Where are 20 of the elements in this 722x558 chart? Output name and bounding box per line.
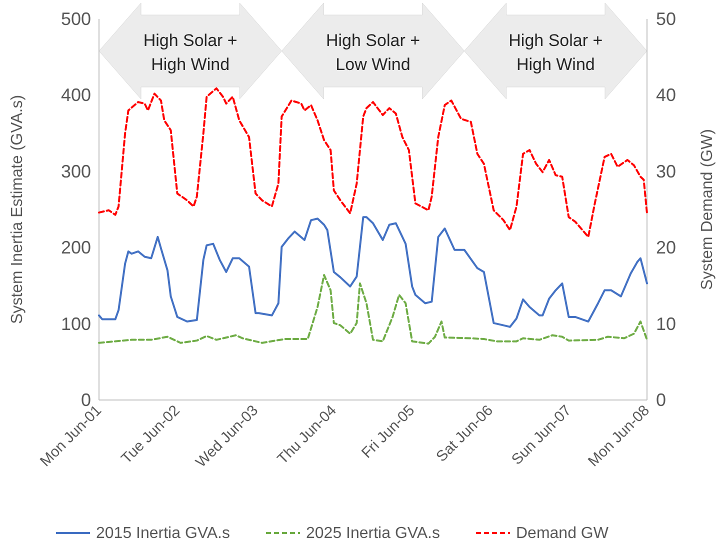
y2-axis-title: System Demand (GW) [699,129,716,290]
y-tick-label: 400 [60,85,91,106]
y2-tick-label: 0 [656,390,666,410]
legend-label: 2025 Inertia GVA.s [306,525,440,542]
y2-tick-label: 40 [656,85,676,106]
y2-tick-label: 30 [656,161,676,182]
annotation: High Solar + High Wind [508,31,603,74]
annotation: High Solar + Low Wind [326,31,420,74]
y-tick-label: 500 [60,9,91,29]
y2-tick-label: 10 [656,314,676,334]
y-tick-label: 0 [80,390,91,410]
y-tick-label: 100 [60,314,91,334]
y-axis-title: System Inertia Estimate (GVA.s) [9,94,26,324]
y2-tick-label: 50 [656,9,676,29]
y-tick-label: 200 [60,238,91,258]
y-tick-label: 300 [60,161,91,182]
y2-tick-label: 20 [656,238,676,258]
legend-label: Demand GW [516,525,610,542]
legend-label: 2015 Inertia GVA.s [96,525,230,542]
annotation: High Solar + High Wind [143,31,238,74]
